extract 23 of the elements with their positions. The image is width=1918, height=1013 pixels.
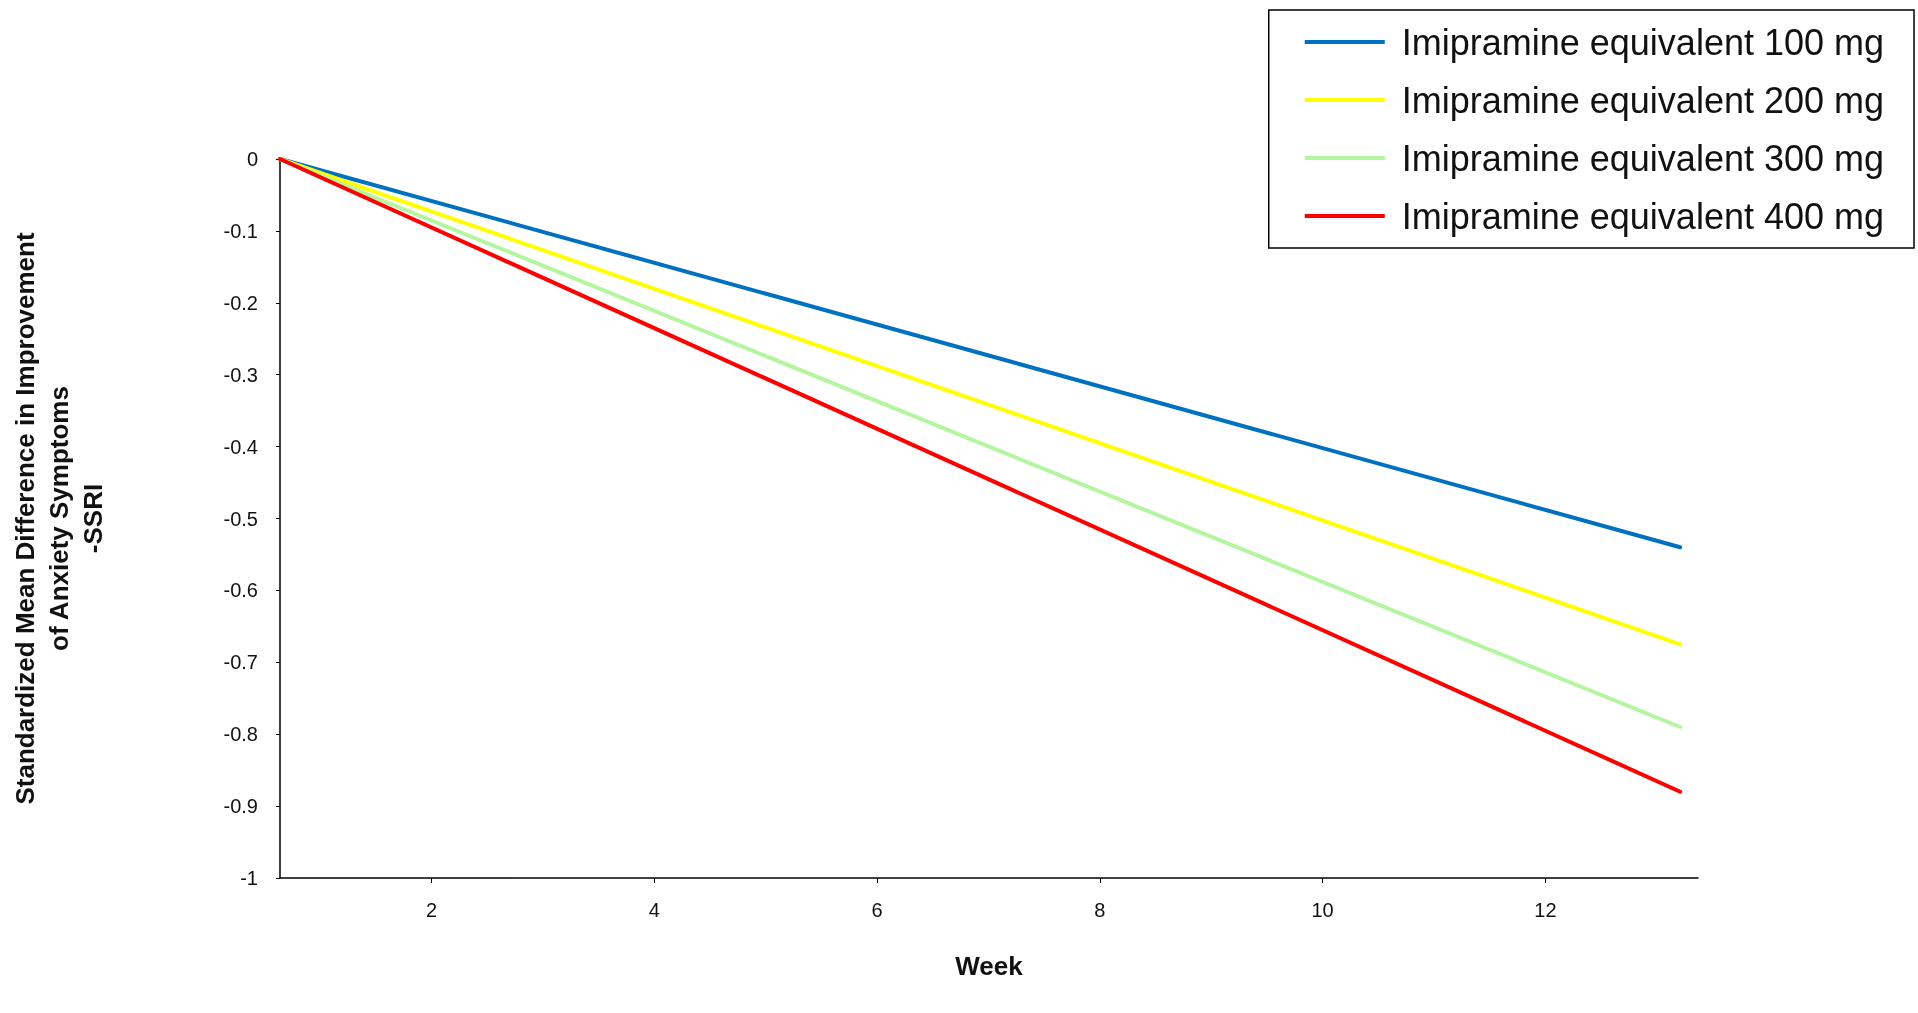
x-axis-title: Week bbox=[955, 951, 1024, 981]
y-tick-label: -0.4 bbox=[223, 435, 258, 458]
y-tick-label: -0.7 bbox=[223, 651, 258, 674]
y-tick-label: -0.5 bbox=[223, 507, 258, 530]
x-tick-label: 12 bbox=[1534, 899, 1557, 921]
x-tick-label: 8 bbox=[1094, 899, 1106, 921]
x-tick-label: 2 bbox=[425, 899, 438, 921]
legend-label: Imipramine equivalent 400 mg bbox=[1401, 195, 1885, 237]
x-tick-label: 6 bbox=[871, 899, 883, 921]
legend-label: Imipramine equivalent 200 mg bbox=[1401, 79, 1885, 121]
y-tick-label: 0 bbox=[246, 148, 258, 170]
y-tick-label: -0.8 bbox=[223, 723, 258, 746]
legend-label: Imipramine equivalent 300 mg bbox=[1401, 137, 1885, 179]
y-tick-label: -0.2 bbox=[223, 291, 258, 314]
y-axis-title: Standardized Mean Difference in Improvement of Anxiety Symptoms -SSRI bbox=[10, 232, 108, 805]
x-tick-label: 10 bbox=[1311, 899, 1334, 921]
y-tick-label: -0.9 bbox=[223, 795, 258, 818]
y-tick-label: -0.1 bbox=[223, 219, 258, 242]
y-tick-label: -0.6 bbox=[223, 579, 258, 602]
legend-label: Imipramine equivalent 100 mg bbox=[1401, 21, 1885, 63]
y-tick-label: -1 bbox=[240, 867, 258, 889]
y-tick-label: -0.3 bbox=[223, 363, 258, 386]
x-tick-label: 4 bbox=[648, 899, 660, 921]
